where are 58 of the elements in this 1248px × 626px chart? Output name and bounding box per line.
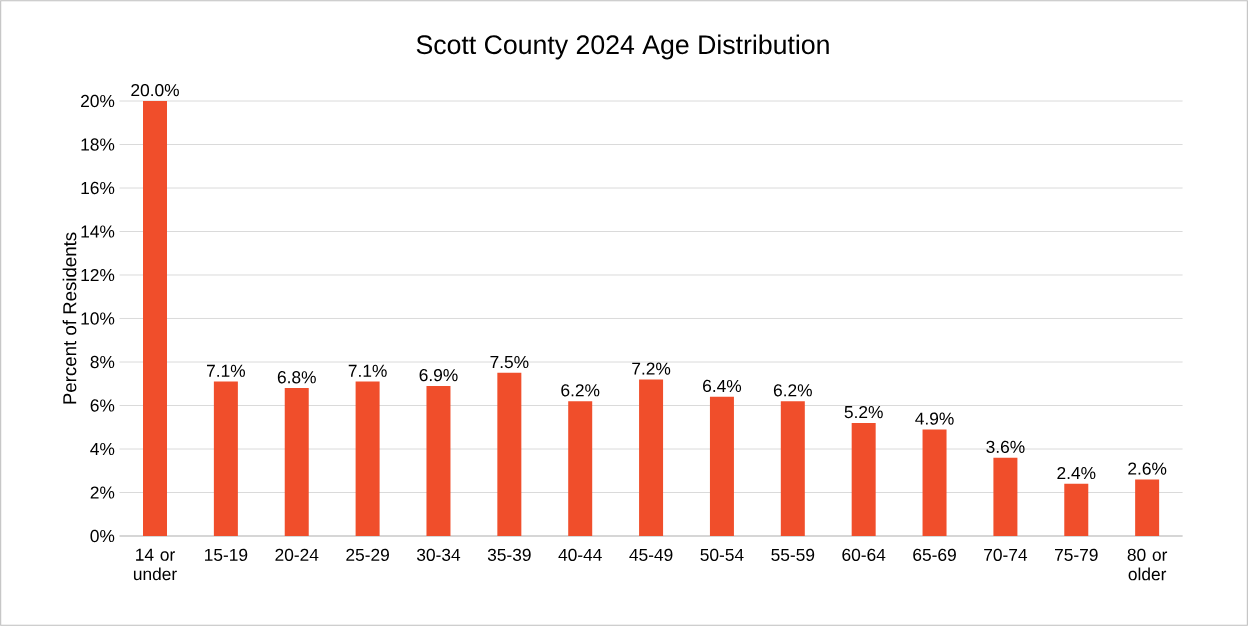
data-label: 6.9% — [419, 368, 458, 382]
x-tick-label: 80 or older — [1127, 548, 1168, 581]
x-tick-label: 40-44 — [558, 548, 602, 561]
data-label: 6.2% — [561, 384, 600, 397]
y-tick-label: 0% — [90, 529, 115, 543]
data-label: 4.9% — [915, 412, 954, 425]
x-tick-label: 70-74 — [984, 548, 1028, 561]
data-label: 6.4% — [703, 379, 742, 393]
bar — [426, 385, 451, 536]
x-tick-label: 45-49 — [629, 548, 673, 561]
y-tick-label: 8% — [90, 355, 115, 369]
bar — [497, 372, 522, 536]
y-tick-label: 2% — [90, 486, 115, 499]
x-tick-label: 65-69 — [913, 548, 956, 561]
bar — [709, 396, 734, 536]
x-tick-label: 55-59 — [771, 548, 815, 561]
y-tick-label: 14% — [81, 225, 115, 238]
bar — [284, 388, 309, 536]
bar — [993, 457, 1018, 536]
bar — [780, 401, 805, 536]
x-tick-label: 30-34 — [416, 548, 461, 561]
x-tick-label: 20-24 — [275, 548, 319, 561]
bar — [143, 101, 167, 536]
data-label: 7.1% — [348, 364, 387, 377]
y-tick-label: 16% — [81, 181, 115, 195]
y-tick-label: 6% — [90, 399, 115, 412]
data-label: 6.8% — [277, 371, 316, 384]
x-tick-label: 60-64 — [842, 548, 886, 561]
bar — [568, 401, 593, 536]
x-tick-label: 75-79 — [1055, 548, 1098, 561]
data-label: 2.6% — [1128, 462, 1167, 475]
data-label: 7.2% — [632, 362, 671, 375]
bar — [639, 379, 664, 536]
x-tick-label: 50-54 — [700, 548, 744, 561]
y-tick-label: 10% — [81, 312, 115, 325]
data-label: 2.4% — [1057, 466, 1096, 480]
x-tick-label: 14 or under — [133, 548, 177, 581]
bar — [1135, 479, 1160, 536]
y-tick-label: 12% — [81, 268, 115, 282]
y-tick-label: 18% — [81, 138, 115, 151]
y-tick-label: 4% — [90, 442, 115, 456]
x-tick-label: 15-19 — [205, 548, 248, 561]
x-tick-label: 25-29 — [346, 548, 389, 561]
y-tick-label: 20% — [81, 94, 115, 108]
bar — [355, 381, 380, 536]
x-tick-label: 35-39 — [487, 548, 531, 561]
chart-title: Scott County 2024 Age Distribution — [416, 34, 829, 60]
data-label: 6.2% — [773, 384, 812, 397]
data-label: 7.1% — [207, 364, 246, 377]
bar — [851, 422, 876, 536]
data-label: 20.0% — [131, 84, 179, 97]
bar — [922, 429, 947, 536]
data-label: 3.6% — [986, 440, 1025, 453]
data-label: 5.2% — [844, 405, 883, 419]
data-label: 7.5% — [490, 355, 529, 369]
bar — [213, 381, 238, 536]
y-axis-title: Percent of Residents — [62, 232, 77, 404]
bar — [1064, 483, 1089, 536]
